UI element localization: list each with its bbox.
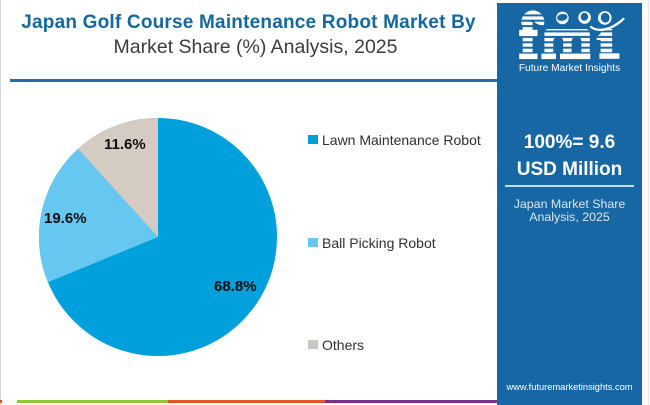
svg-text:Future Market Insights: Future Market Insights (519, 63, 620, 74)
